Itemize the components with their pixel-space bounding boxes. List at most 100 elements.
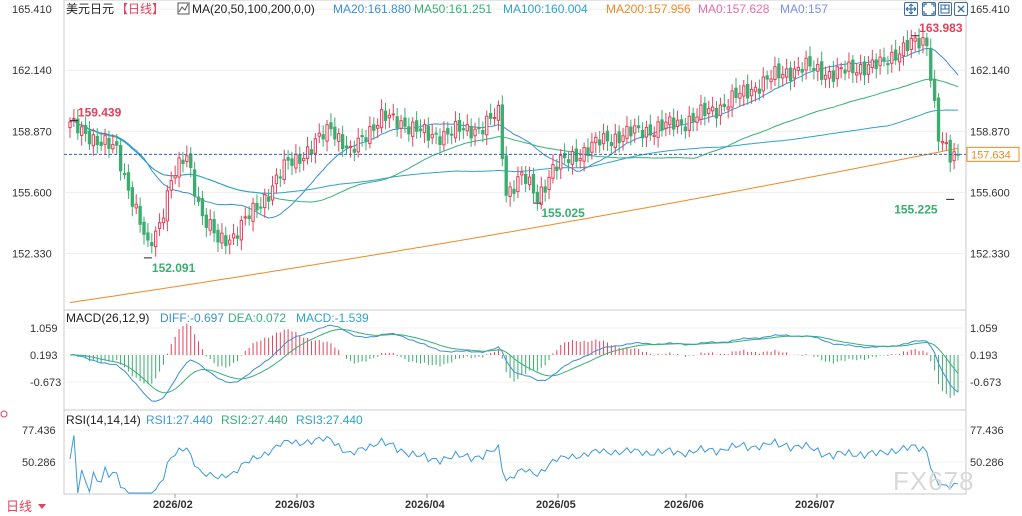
candle-down [255,202,259,211]
ma-value-4: MA0:157.628 [698,2,770,16]
candle-up [753,86,758,92]
candle-down [290,158,294,166]
close-panel-button[interactable] [954,2,968,16]
candle-up [664,121,668,129]
indicator-icon[interactable] [177,2,190,15]
macd-macd-value: MACD:-1.539 [296,311,369,325]
candle-down [138,205,142,225]
price-tick-left: 162.140 [12,65,52,77]
candle-down [122,173,127,176]
candle-up [742,85,746,97]
candle-up [177,157,181,178]
candle-down [765,75,769,80]
zoom-fit-button[interactable] [922,2,936,16]
candle-up [695,116,699,123]
candle-down [886,63,890,66]
candle-up [165,190,170,222]
candle-up [781,73,785,79]
period-badge[interactable]: 日线 [6,499,32,514]
candle-up [294,153,298,169]
candle-down [118,145,123,172]
macd-dea-value: DEA:0.072 [228,311,286,325]
candle-down [181,159,185,164]
price-tick-right: 152.330 [970,248,1010,260]
candle-down [76,118,80,134]
candle-up [270,185,275,201]
candle-up [282,159,286,180]
x-tick-label: 2026/05 [536,499,576,511]
crosshair-toggle-button[interactable] [904,2,918,16]
candle-up [804,57,808,71]
candle-down [481,130,485,135]
candle-up [516,176,520,192]
candle-down [894,49,898,61]
candle-down [298,154,302,164]
candle-down [929,47,933,81]
candle-down [636,125,641,129]
move-icon [905,3,917,15]
candle-up [730,90,734,108]
candle-down [107,137,111,149]
candle-down [722,103,726,107]
macd-tick-right: 1.059 [970,323,998,335]
candlestick-series [68,28,960,257]
candle-up [687,115,691,131]
candle-up [134,203,138,209]
period-label[interactable]: 【日线】 [116,2,164,16]
candle-down [115,141,119,146]
candle-up [699,104,703,120]
candle-down [777,63,781,79]
candle-up [944,142,948,145]
panel-layout-button[interactable] [938,2,952,16]
candle-down [504,155,508,196]
ma100-line [69,109,958,194]
candle-up [913,37,917,42]
candle-down [146,232,150,241]
candle-up [422,124,427,134]
candle-down [948,139,952,163]
candle-up [379,109,384,129]
ma-params-label: MA(20,50,100,200,0,0) [192,2,315,16]
candle-down [566,159,571,164]
candle-down [224,235,228,247]
candle-down [788,67,793,81]
candle-up [263,194,267,209]
candle-up [940,140,945,144]
candle-up [103,135,107,145]
price-tick-right: 155.600 [970,187,1010,199]
candle-down [99,141,103,146]
annotation-high-label: 163.983 [919,21,963,35]
chevron-down-icon[interactable] [38,504,46,509]
crosshair-icon[interactable] [0,410,8,418]
candle-down [812,67,816,71]
candle-up [411,121,415,137]
candle-up [442,130,446,146]
candle-up [761,76,765,92]
candle-down [150,242,154,247]
candle-up [784,68,789,78]
candle-up [368,126,372,145]
price-annotations: 159.439 152.091 155.025 163.983 155.225 [69,21,963,275]
candle-down [196,196,201,202]
candle-down [414,120,419,132]
price-tick-left: 165.410 [12,4,52,16]
candle-down [586,147,590,156]
macd-tick-right: 0.193 [970,350,998,362]
candle-down [820,61,824,80]
symbol-title: 美元日元 [66,2,114,16]
candle-up [633,125,637,134]
candle-up [274,174,279,185]
candle-down [434,132,438,135]
candle-down [450,133,454,136]
candle-up [496,104,501,121]
ma-value-1: MA50:161.251 [414,2,492,16]
candle-down [843,69,847,74]
candle-down [808,56,812,67]
candle-up [823,74,828,80]
candle-up [228,239,232,245]
price-tick-right: 162.140 [970,65,1010,77]
annotation-low-label: 155.025 [541,206,585,220]
candle-down [192,169,197,197]
candle-up [769,78,773,83]
